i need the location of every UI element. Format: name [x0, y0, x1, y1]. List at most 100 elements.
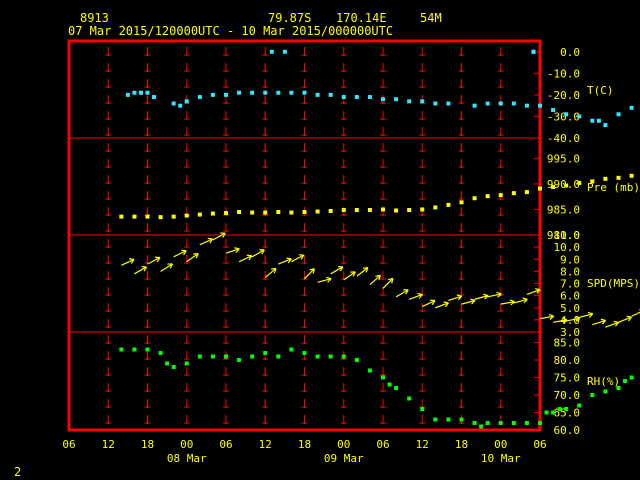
- wind-arrow-head: [128, 258, 135, 260]
- wind-arrow: [186, 253, 199, 263]
- wind-arrow-shaft: [474, 295, 489, 300]
- pressure-point: [145, 214, 150, 219]
- rh-point: [590, 393, 595, 397]
- x-date-label: 10 Mar: [481, 452, 521, 465]
- temperature-point: [446, 101, 451, 106]
- temperature-point: [125, 92, 130, 97]
- rh-point: [263, 351, 268, 355]
- wind-arrow: [343, 271, 356, 281]
- rh-point: [158, 351, 163, 355]
- y-tick-label: 990.0: [547, 178, 580, 191]
- temperature-point: [184, 99, 189, 104]
- pressure-point: [315, 209, 320, 214]
- x-tick-label: 06: [219, 438, 232, 451]
- wind-arrow-head: [248, 255, 253, 261]
- y-axis-label: RH(%): [587, 375, 620, 388]
- temperature-point: [289, 90, 294, 95]
- pressure-point: [132, 214, 137, 219]
- wind-arrow-head: [483, 293, 489, 297]
- wind-arrow-head: [444, 302, 449, 308]
- wind-arrow-shaft: [526, 289, 541, 295]
- station-longitude: 170.14E: [336, 11, 387, 25]
- y-tick-label: 985.0: [547, 203, 580, 216]
- x-tick-label: 12: [259, 438, 272, 451]
- wind-arrow-head: [497, 293, 502, 298]
- wind-arrow-head: [207, 237, 213, 240]
- rh-point: [119, 347, 124, 352]
- y-axis-label: SPD(MPS): [587, 277, 640, 290]
- wind-arrow: [435, 301, 449, 309]
- x-tick-label: 18: [298, 438, 311, 451]
- wind-arrow-head: [195, 253, 199, 259]
- temperature-point: [197, 95, 202, 100]
- pressure-point: [420, 207, 425, 212]
- pressure-point: [381, 207, 385, 212]
- temperature-point: [394, 97, 399, 102]
- wind-arrow-head: [575, 317, 581, 323]
- wind-arrow-shaft: [421, 300, 436, 308]
- y-tick-label: -40.0: [547, 132, 580, 145]
- wind-arrow-head: [574, 315, 581, 319]
- pressure-point: [498, 193, 503, 198]
- temperature-point: [603, 123, 608, 128]
- rh-point: [623, 379, 628, 383]
- wind-arrow: [173, 249, 187, 258]
- temperature-point: [263, 90, 268, 95]
- wind-arrow-shaft: [160, 263, 173, 272]
- wind-arrow-head: [378, 275, 381, 281]
- wind-arrow: [382, 277, 394, 289]
- wind-arrow-head: [536, 289, 541, 294]
- wind-arrow-head: [365, 267, 369, 273]
- wind-arrow-head: [270, 267, 277, 270]
- rh-point: [557, 407, 562, 411]
- wind-arrow: [487, 291, 502, 298]
- pressure-point: [210, 211, 215, 216]
- rh-point: [544, 410, 549, 415]
- wind-arrow-head: [456, 294, 462, 297]
- temperature-point: [616, 112, 621, 117]
- wind-arrow-head: [209, 238, 214, 244]
- wind-arrow-head: [535, 288, 541, 291]
- x-tick-label: 06: [533, 438, 546, 451]
- y-tick-label: -10.0: [547, 67, 580, 80]
- rh-point: [315, 354, 320, 359]
- wind-arrow-head: [484, 295, 489, 300]
- rh-point: [479, 424, 484, 429]
- wind-arrow: [304, 268, 315, 280]
- rh-point: [551, 410, 556, 415]
- wind-arrow: [369, 274, 381, 286]
- y-tick-label: 70.0: [554, 389, 581, 402]
- temperature-point: [538, 103, 542, 108]
- wind-arrow: [448, 294, 463, 302]
- wind-arrow-shaft: [121, 258, 135, 266]
- rh-point: [538, 421, 542, 425]
- wind-arrow: [395, 289, 409, 298]
- pressure-point: [446, 202, 451, 207]
- pressure-point: [564, 183, 569, 188]
- wind-arrow-head: [339, 266, 344, 272]
- wind-arrow-head: [523, 298, 528, 304]
- temperature-point: [420, 99, 425, 104]
- rh-point: [250, 354, 255, 359]
- station-elevation: 54M: [420, 11, 442, 25]
- wind-arrow-head: [169, 263, 173, 269]
- temperature-point: [145, 90, 150, 95]
- rh-point: [446, 417, 451, 422]
- wind-arrow-head: [588, 313, 594, 318]
- x-tick-label: 12: [416, 438, 429, 451]
- wind-arrow-shaft: [134, 266, 147, 275]
- wind-arrow: [539, 313, 555, 320]
- wind-arrow-head: [614, 321, 620, 327]
- x-date-label: 09 Mar: [324, 452, 364, 465]
- y-tick-label: 6.0: [560, 290, 580, 303]
- wind-arrow-head: [234, 247, 240, 250]
- rh-point: [341, 354, 346, 359]
- wind-arrow-head: [273, 268, 277, 274]
- wind-arrow-shaft: [356, 267, 369, 277]
- wind-arrow-shaft: [618, 316, 632, 323]
- pressure-point: [158, 215, 163, 220]
- wind-arrow-head: [222, 232, 226, 238]
- station-latitude: 79.87S: [268, 11, 312, 25]
- y-tick-label: 60.0: [554, 424, 581, 437]
- temperature-point: [596, 118, 601, 123]
